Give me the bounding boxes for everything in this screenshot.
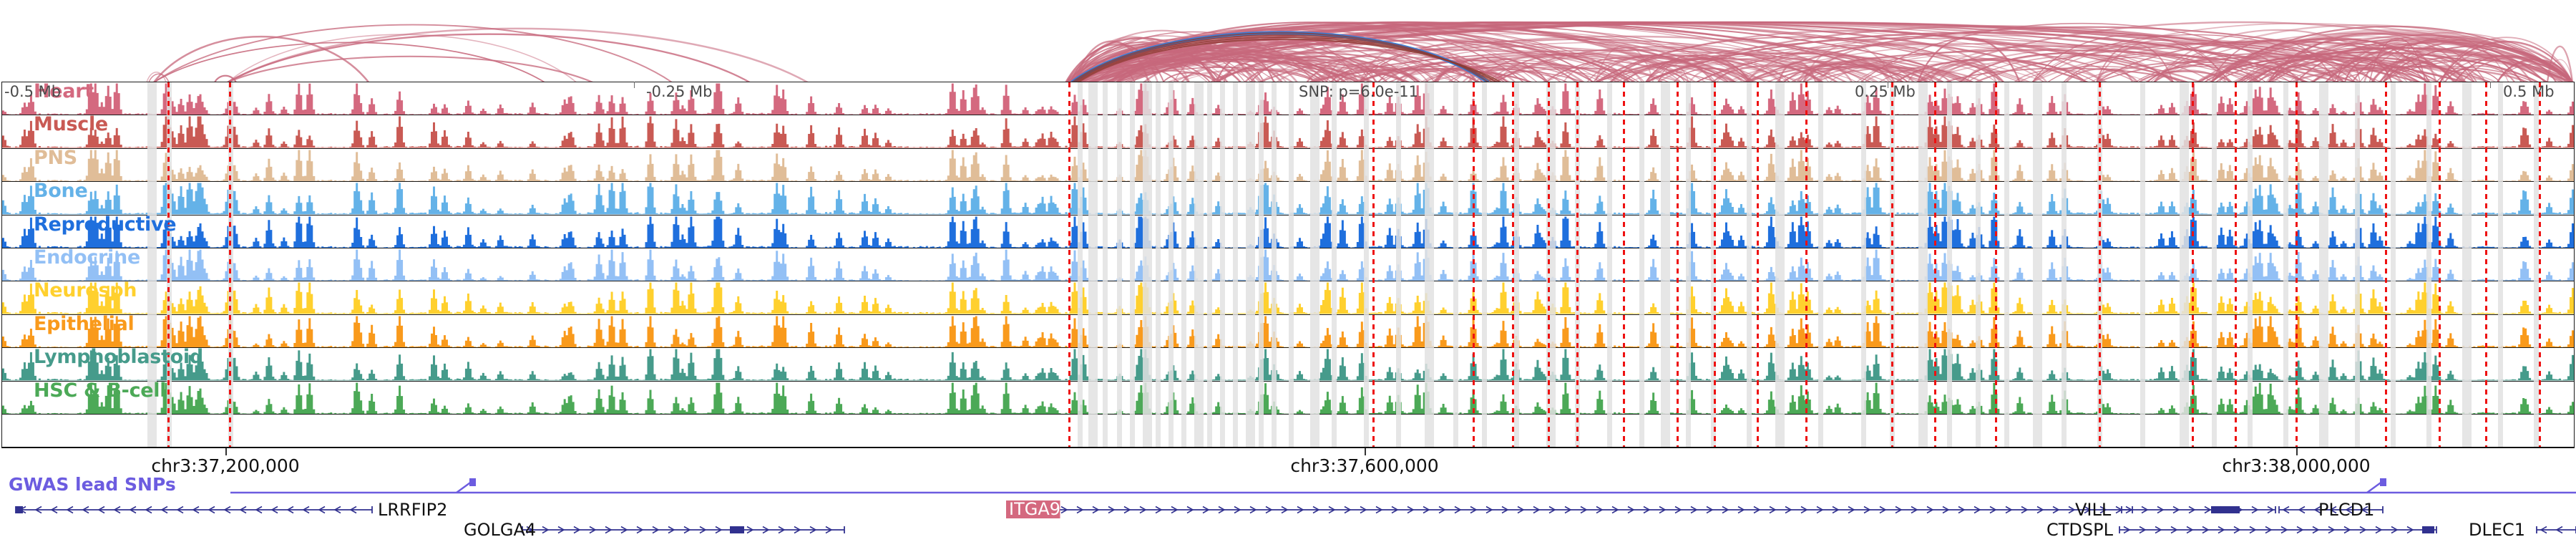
track-profile-7 — [2, 316, 2574, 348]
gwas-lead-snp-track[interactable]: GWAS lead SNPs — [0, 474, 2576, 497]
gene-dlec1[interactable]: DLEC1 — [2469, 520, 2576, 537]
axis-tick-label-1: chr3:37,600,000 — [1290, 455, 1439, 476]
gene-vill[interactable]: VILL — [2075, 500, 2276, 520]
chromatin-loop-arc-panel — [0, 0, 2576, 82]
gene-label-vill: VILL — [2075, 500, 2112, 520]
signal-track-reproductive[interactable]: Reproductive — [2, 216, 2574, 248]
axis-tick-0 — [225, 448, 227, 455]
signal-track-epithelial[interactable]: Epithelial — [2, 315, 2574, 349]
gene-svg: LRRFIP2 ITGA9 VILL PLCD1 GOLGA4 CTDSPL DLEC1 — [15, 499, 2576, 537]
axis-tick-label-0: chr3:37,200,000 — [151, 455, 300, 476]
gene-lrrfip2[interactable]: LRRFIP2 — [15, 500, 447, 520]
signal-track-hsc-b-cell[interactable]: HSC & B-cell — [2, 382, 2574, 415]
gene-ctdspl[interactable]: CTDSPL — [2046, 520, 2437, 537]
gene-label-itga9: ITGA9 — [1009, 499, 1060, 519]
axis-tick-label-2: chr3:38,000,000 — [2222, 455, 2371, 476]
arc-svg — [146, 21, 2574, 82]
gwas-track-label: GWAS lead SNPs — [9, 474, 176, 495]
gene-itga9[interactable]: ITGA9 — [1006, 499, 2133, 519]
signal-track-endocrine[interactable]: Endocrine — [2, 248, 2574, 282]
axis-tick-2 — [2296, 448, 2298, 455]
track-profile-6 — [2, 282, 2574, 314]
signal-track-bone[interactable]: Bone — [2, 182, 2574, 216]
signal-track-neurosph[interactable]: Neurosph — [2, 281, 2574, 315]
signal-track-heart[interactable]: Heart — [2, 82, 2574, 116]
signal-track-stack: Heart Muscle PNS Bone Reproductive Endocrine N… — [1, 82, 2575, 447]
gwas-snp-svg — [230, 478, 2576, 494]
gene-label-golga4: GOLGA4 — [464, 520, 536, 537]
track-profile-3 — [2, 183, 2574, 215]
track-profile-9 — [2, 382, 2574, 414]
track-profile-8 — [2, 349, 2574, 381]
gene-golga4[interactable]: GOLGA4 — [464, 520, 845, 537]
gene-label-dlec1: DLEC1 — [2469, 520, 2525, 537]
track-profile-1 — [2, 116, 2574, 148]
axis-tick-1 — [1365, 448, 1366, 455]
axis-line — [1, 447, 2575, 449]
track-profile-4 — [2, 216, 2574, 248]
track-profile-2 — [2, 150, 2574, 182]
gene-plcd1[interactable]: PLCD1 — [2278, 500, 2384, 520]
gene-label-ctdspl: CTDSPL — [2046, 520, 2114, 537]
signal-track-pns[interactable]: PNS — [2, 149, 2574, 183]
coordinate-axis: chr3:37,200,000 chr3:37,600,000 chr3:38,00… — [1, 447, 2575, 476]
signal-track-lymphoblastoid[interactable]: Lymphoblastoid — [2, 348, 2574, 382]
track-profile-5 — [2, 249, 2574, 281]
gene-label-plcd1: PLCD1 — [2318, 500, 2374, 520]
track-profile-0 — [2, 83, 2574, 115]
gene-label-lrrfip2: LRRFIP2 — [378, 500, 447, 520]
gene-annotation-track[interactable]: LRRFIP2 ITGA9 VILL PLCD1 GOLGA4 CTDSPL DLEC1 — [0, 497, 2576, 537]
signal-track-muscle[interactable]: Muscle — [2, 115, 2574, 149]
